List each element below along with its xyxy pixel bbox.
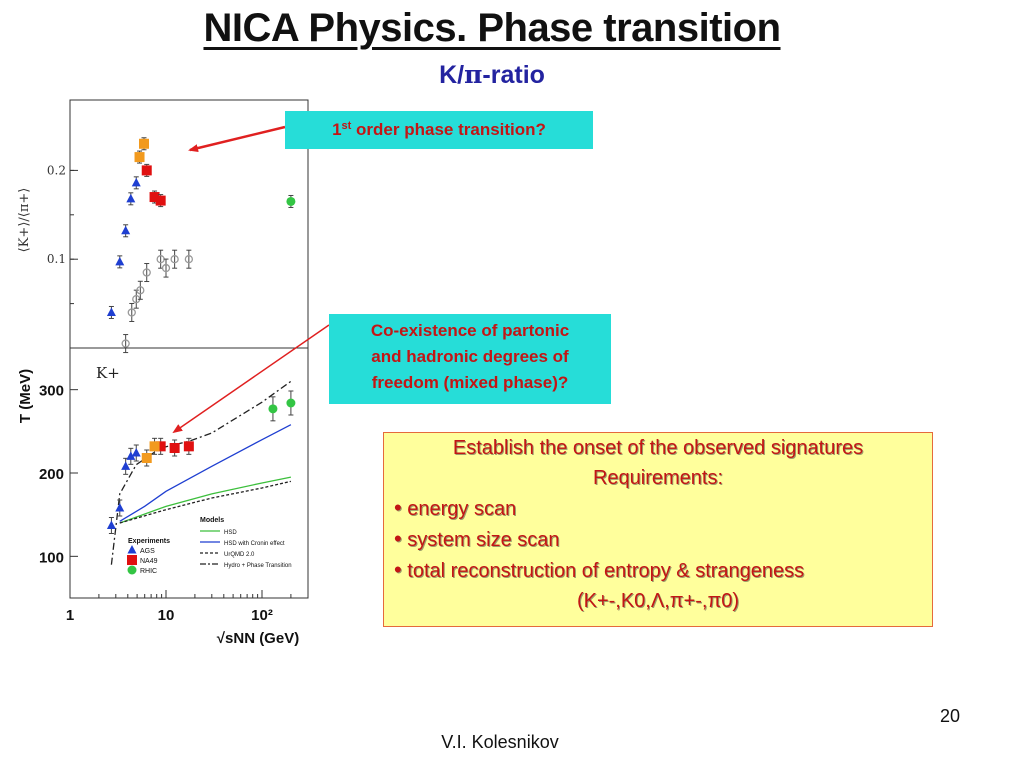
legend-experiment-marker xyxy=(127,555,137,565)
subtitle-greek: π xyxy=(464,60,483,89)
bullet-dot: • xyxy=(394,557,402,582)
bullet-text: energy scan xyxy=(407,498,517,520)
ratio-panel: 0.1 0.2 ⟨K+⟩/⟨π+⟩ xyxy=(17,99,309,354)
slide-title: NICA Physics. Phase transition xyxy=(203,6,781,50)
ratio-point xyxy=(141,165,152,176)
mixed-phase-line3: freedom (mixed phase)? xyxy=(371,373,569,392)
ratio-point xyxy=(134,152,145,163)
temp-point xyxy=(106,520,116,529)
ratio-point xyxy=(126,193,136,203)
ratio-point xyxy=(139,138,150,149)
onset-line: Establish the onset of the observed sign… xyxy=(452,437,864,459)
ratio-point xyxy=(131,177,141,187)
legend-models-title: Models xyxy=(200,517,224,524)
legend-experiment-marker xyxy=(127,565,137,575)
ratio-point xyxy=(106,307,116,316)
legend-experiment-label: RHIC xyxy=(140,568,157,575)
temp-point xyxy=(131,448,141,457)
temp-point xyxy=(149,441,160,452)
mixed-phase-line1: Co-existence of partonic xyxy=(370,321,570,340)
temp-point xyxy=(183,441,194,452)
k-pi-figure: 0.1 0.2 ⟨K+⟩/⟨π+⟩ 100 200 300 1 10 10² √sNN (GeV… xyxy=(8,90,328,650)
first-order-callout: 1st order phase transition? xyxy=(285,111,593,149)
temp-point xyxy=(155,441,166,452)
temp-x-tick-label: 10² xyxy=(251,607,273,624)
mixed-phase-callout: Co-existence of partonic and hadronic de… xyxy=(329,314,611,404)
requirements-box: Establish the onset of the observed sign… xyxy=(383,432,933,627)
bullet-reconstruction: • total reconstruction of entropy & stra… xyxy=(384,555,932,586)
temp-point xyxy=(169,443,180,453)
ratio-point xyxy=(115,256,125,266)
temp-point xyxy=(141,453,152,463)
author-footer: V.I. Kolesnikov xyxy=(441,732,559,752)
callout-sup: st xyxy=(341,120,352,132)
ratio-point xyxy=(142,268,151,277)
temp-point xyxy=(126,451,136,460)
legend-model-label: UrQMD 2.0 xyxy=(224,552,255,558)
ratio-point xyxy=(149,192,160,203)
temp-point xyxy=(268,404,278,414)
callout-text: order phase transition? xyxy=(351,120,546,139)
ratio-point xyxy=(170,255,179,264)
ratio-y-tick-label: 0.2 xyxy=(47,163,66,177)
ratio-point xyxy=(184,255,194,264)
bullet-energy-scan: • energy scan xyxy=(384,493,932,524)
temp-y-axis-label: T (MeV) xyxy=(17,369,34,423)
temp-model-line xyxy=(119,424,292,522)
temp-point xyxy=(115,503,125,512)
slide-subtitle: K/π-ratio xyxy=(0,60,984,90)
ratio-point xyxy=(155,195,166,206)
legend-experiments-title: Experiments xyxy=(128,538,170,545)
legend-experiment-marker xyxy=(127,545,137,554)
temp-x-tick-label: 1 xyxy=(66,607,74,624)
legend-model-label: Hydro + Phase Transition xyxy=(224,563,292,569)
particle-list: (K+-,K0,Λ,π+-,π0) xyxy=(576,590,740,612)
requirements-heading: Requirements: xyxy=(592,467,724,489)
temp-y-tick-label: 300 xyxy=(39,383,64,400)
callout-num: 1 xyxy=(332,120,342,139)
ratio-point xyxy=(127,308,136,317)
ratio-y-tick-label: 0.1 xyxy=(47,252,66,266)
temp-model-line xyxy=(119,480,292,524)
temp-y-tick-label: 100 xyxy=(39,549,64,566)
temp-model-line xyxy=(119,476,292,524)
bullet-dot: • xyxy=(394,495,402,520)
bullet-system-size: • system size scan xyxy=(384,524,932,555)
subtitle-suffix: -ratio xyxy=(482,61,545,89)
bullet-dot: • xyxy=(394,526,402,551)
legend-model-label: HSD xyxy=(224,530,237,536)
temp-point xyxy=(286,398,296,408)
bullet-text: system size scan xyxy=(407,529,560,551)
ratio-point xyxy=(286,196,296,206)
legend-experiment-label: NA49 xyxy=(140,558,158,565)
subtitle-prefix: K/ xyxy=(439,61,465,89)
legend-model-label: HSD with Cronin effect xyxy=(224,541,285,547)
ratio-point xyxy=(121,339,130,348)
ratio-y-axis-label: ⟨K+⟩/⟨π+⟩ xyxy=(17,188,32,253)
legend-experiment-label: AGS xyxy=(140,548,155,555)
ratio-point xyxy=(136,286,145,295)
ratio-point xyxy=(161,263,171,273)
bullet-text: total reconstruction of entropy & strang… xyxy=(407,560,805,582)
temp-x-tick-label: 10 xyxy=(158,607,175,624)
mixed-phase-line2: and hadronic degrees of xyxy=(371,347,569,366)
temp-point xyxy=(121,461,131,470)
temp-x-axis-label: √sNN (GeV) xyxy=(217,630,299,647)
ratio-point xyxy=(121,225,131,235)
temp-panel-label: K+ xyxy=(96,364,120,382)
temp-y-tick-label: 200 xyxy=(39,466,64,483)
page-number: 20 xyxy=(940,706,961,726)
